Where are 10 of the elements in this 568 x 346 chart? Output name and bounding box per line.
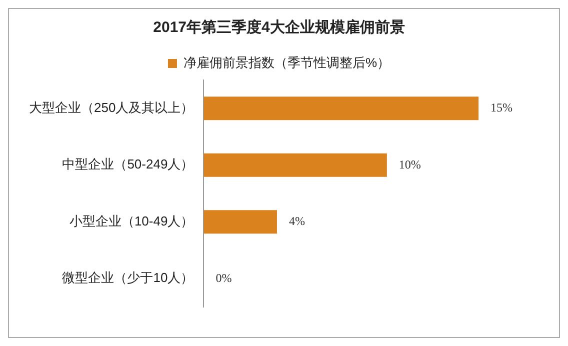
y-tick-label: 中型企业（50-249人） <box>62 156 194 172</box>
data-label: 10% <box>398 157 421 172</box>
data-label: 0% <box>216 270 232 285</box>
data-label: 4% <box>288 214 305 228</box>
y-tick-label: 微型企业（少于10人） <box>62 270 194 286</box>
y-tick-label: 小型企业（10-49人） <box>69 213 194 228</box>
chart-title: 2017年第三季度4大企业规模雇佣前景 <box>153 18 405 36</box>
y-tick-label: 大型企业（250人及其以上） <box>28 100 194 115</box>
data-label: 15% <box>490 100 513 115</box>
legend-label: 净雇佣前景指数（季节性调整后%） <box>183 55 390 70</box>
